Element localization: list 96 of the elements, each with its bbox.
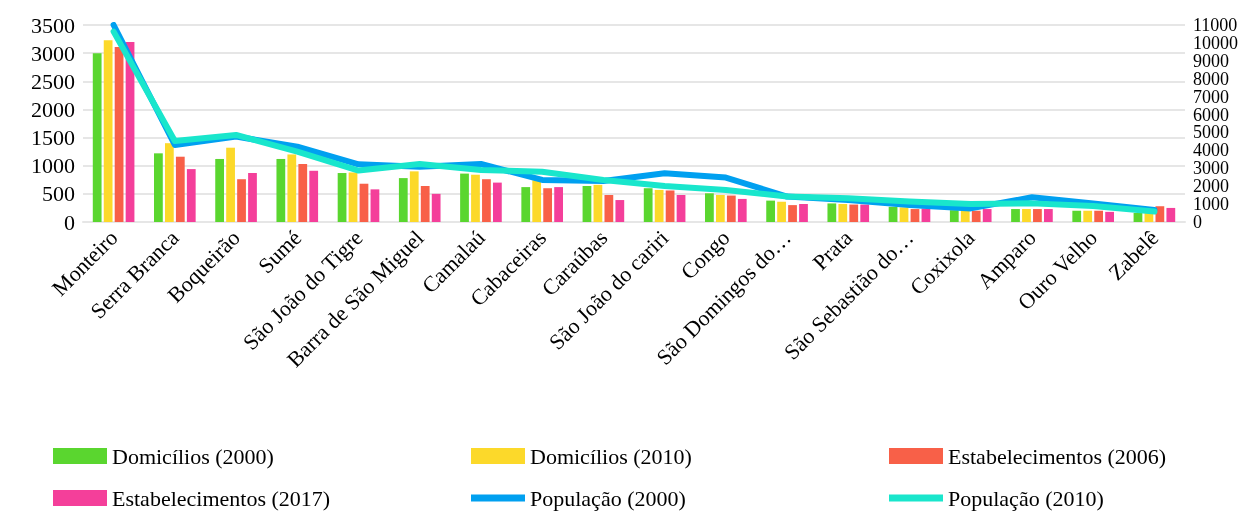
bar: [248, 173, 257, 222]
bar: [164, 143, 174, 222]
bar: [777, 201, 786, 222]
bar: [1011, 209, 1020, 222]
bar: [309, 170, 319, 222]
bar: [493, 182, 502, 222]
bar: [175, 156, 185, 222]
bar: [215, 158, 224, 222]
bar: [103, 40, 113, 222]
bar: [676, 194, 686, 222]
bar: [370, 189, 380, 222]
bar: [337, 173, 347, 222]
y-tick-label: 500: [42, 181, 75, 207]
bar: [154, 153, 163, 222]
bar: [276, 158, 286, 222]
y-tick-label: 0: [64, 209, 75, 235]
bar: [287, 154, 297, 222]
legend-label: Estabelecimentos (2017): [112, 485, 331, 511]
bar: [982, 209, 992, 222]
bar: [1022, 209, 1031, 222]
y2-tick-label: 11000: [1193, 15, 1238, 35]
bar: [460, 173, 469, 222]
bar: [431, 193, 441, 222]
bar: [409, 171, 419, 222]
y-tick-label: 1500: [31, 125, 75, 151]
bar: [92, 53, 102, 222]
bar: [298, 164, 308, 222]
bar: [737, 198, 747, 222]
x-tick-label: Prata: [807, 224, 858, 275]
bar: [593, 184, 603, 222]
bar: [1094, 210, 1104, 222]
bar: [899, 207, 909, 222]
bar: [654, 189, 664, 222]
legend-label: População (2000): [530, 485, 686, 511]
bar: [226, 147, 235, 222]
bar: [359, 183, 369, 222]
bar: [604, 194, 614, 222]
y2-tick-label: 2000: [1193, 176, 1229, 197]
y2-tick-label: 7000: [1193, 86, 1229, 107]
y-tick-label: 3500: [31, 12, 75, 38]
bar: [186, 169, 196, 222]
bar: [1072, 210, 1082, 222]
y2-tick-label: 10000: [1193, 32, 1238, 53]
bar: [960, 210, 970, 222]
bar: [971, 210, 981, 222]
legend-label: População (2010): [948, 485, 1104, 511]
bar: [949, 210, 959, 222]
bar: [766, 200, 775, 222]
y2-tick-label: 3000: [1193, 158, 1229, 179]
bar: [114, 46, 124, 222]
bar: [838, 203, 848, 222]
bar: [1083, 210, 1093, 222]
bar: [705, 193, 714, 222]
bar: [665, 190, 675, 222]
bar: [1033, 209, 1042, 222]
y-tick-label: 3000: [31, 40, 75, 66]
bar: [471, 174, 480, 222]
legend-label: Domicílios (2010): [530, 443, 692, 469]
y-tick-label: 2500: [31, 68, 75, 94]
legend-label: Domicílios (2000): [112, 443, 274, 469]
bar: [910, 209, 920, 222]
bar: [715, 194, 725, 222]
bar: [726, 195, 736, 222]
bar: [643, 188, 653, 222]
y2-tick-label: 5000: [1193, 122, 1229, 143]
bar: [348, 172, 358, 222]
bar: [237, 179, 246, 222]
bar: [615, 200, 625, 222]
y2-tick-label: 1000: [1193, 194, 1229, 215]
y2-tick-label: 4000: [1193, 140, 1229, 161]
bar: [532, 180, 542, 222]
bar: [827, 203, 837, 222]
bar: [398, 178, 408, 222]
y-tick-label: 1000: [31, 153, 75, 179]
bar: [799, 203, 808, 222]
bar: [1133, 212, 1143, 222]
bar: [1166, 207, 1176, 222]
bar: [849, 204, 859, 222]
legend-label: Estabelecimentos (2006): [948, 443, 1167, 469]
bar: [1155, 206, 1165, 222]
y2-tick-label: 9000: [1193, 50, 1229, 71]
bar: [521, 187, 531, 222]
bar: [543, 188, 553, 222]
y2-tick-label: 0: [1193, 212, 1202, 232]
bar: [482, 179, 491, 222]
y2-tick-label: 8000: [1193, 68, 1229, 89]
y-tick-label: 2000: [31, 96, 75, 122]
bar: [582, 185, 592, 222]
bar: [1105, 211, 1114, 222]
bar: [888, 206, 898, 222]
bar: [860, 204, 870, 222]
y2-tick-label: 6000: [1193, 104, 1229, 125]
bar: [420, 185, 430, 222]
bar: [554, 187, 563, 222]
bar: [788, 205, 797, 222]
bar: [1044, 209, 1053, 222]
